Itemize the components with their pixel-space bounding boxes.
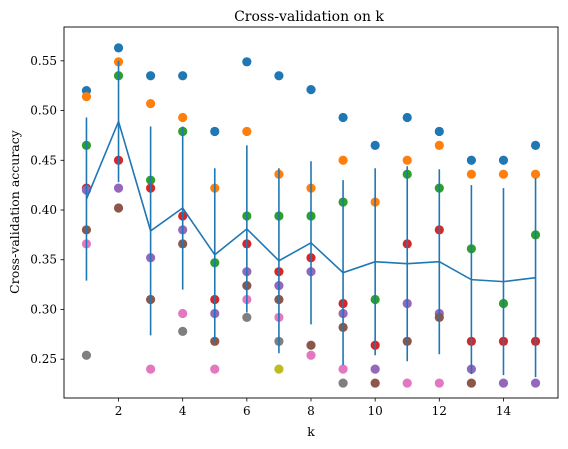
data-point — [370, 140, 380, 150]
x-tick-label: 10 — [368, 404, 383, 418]
y-tick-label: 0.40 — [30, 203, 57, 217]
plot-area — [81, 43, 541, 388]
data-point — [146, 364, 156, 374]
data-point — [178, 71, 188, 81]
data-point — [402, 155, 412, 165]
data-point — [434, 140, 444, 150]
x-tick-label: 12 — [432, 404, 447, 418]
data-point — [146, 98, 156, 109]
data-point — [306, 85, 316, 95]
data-point — [274, 364, 284, 374]
y-tick-label: 0.25 — [30, 352, 57, 366]
data-point — [242, 312, 252, 323]
y-tick-label: 0.35 — [30, 253, 57, 267]
y-axis-label: Cross-validation accuracy — [7, 129, 22, 294]
data-point — [306, 350, 316, 360]
data-point — [338, 364, 348, 374]
y-tick-label: 0.45 — [30, 153, 57, 167]
data-point — [242, 126, 252, 137]
axes: 2 4 6 8 10 12 14 0.25 0.30 0.35 0.40 0.45 0.50 0.55 — [30, 54, 511, 418]
data-point — [113, 43, 124, 53]
data-point — [306, 340, 316, 350]
data-point — [466, 155, 476, 165]
data-point — [498, 378, 509, 388]
data-point — [530, 169, 541, 179]
x-tick-label: 2 — [115, 404, 123, 418]
data-point — [242, 57, 252, 67]
data-point — [498, 155, 509, 165]
data-point — [210, 364, 220, 374]
data-point — [370, 364, 380, 374]
data-point — [402, 378, 412, 388]
y-tick-label: 0.30 — [30, 302, 57, 316]
data-point — [146, 71, 156, 81]
x-tick-label: 14 — [496, 404, 512, 418]
data-point — [113, 203, 124, 213]
data-point — [81, 350, 92, 360]
x-tick-label: 8 — [307, 404, 315, 418]
data-point — [210, 126, 220, 137]
data-point — [274, 71, 284, 81]
data-point — [178, 112, 188, 123]
y-tick-label: 0.50 — [30, 104, 57, 118]
data-point — [530, 140, 541, 150]
data-point — [498, 169, 509, 179]
mean-accuracy-line — [85, 119, 536, 283]
data-point — [370, 378, 380, 388]
data-point — [402, 112, 412, 123]
data-point — [338, 112, 348, 123]
x-tick-label: 6 — [243, 404, 251, 418]
y-tick-label: 0.55 — [30, 54, 57, 68]
x-axis-label: k — [307, 424, 315, 439]
data-point — [81, 92, 92, 102]
data-point — [178, 326, 188, 336]
data-point — [530, 378, 541, 388]
data-point — [466, 169, 476, 179]
data-point — [434, 378, 444, 388]
data-point — [466, 378, 476, 388]
data-point — [434, 126, 444, 137]
data-point — [338, 155, 348, 165]
x-tick-label: 4 — [179, 404, 187, 418]
data-point — [338, 378, 348, 388]
chart-title: Cross-validation on k — [234, 9, 384, 25]
data-point — [178, 308, 188, 319]
data-point — [113, 183, 124, 193]
